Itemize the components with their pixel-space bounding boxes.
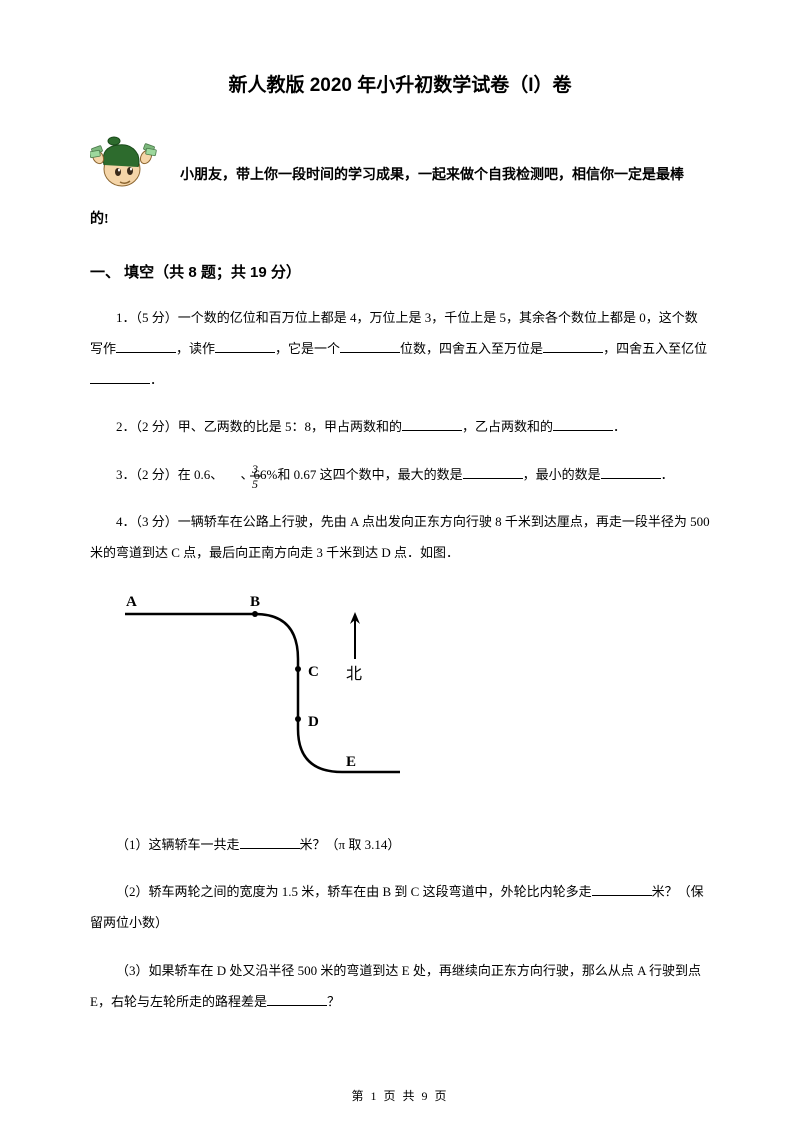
section-1-header: 一、 填空（共 8 题；共 19 分） bbox=[90, 261, 710, 282]
svg-text:C: C bbox=[308, 664, 319, 680]
path-diagram: A B C D E 北 bbox=[120, 584, 710, 809]
blank bbox=[402, 418, 462, 431]
svg-text:3: 3 bbox=[251, 462, 258, 476]
blank bbox=[340, 340, 400, 353]
q4-3-suffix: ？ bbox=[327, 994, 340, 1009]
intro-text-line1: 小朋友，带上你一段时间的学习成果，一起来做个自我检测吧，相信你一定是最棒 bbox=[180, 161, 684, 197]
blank bbox=[592, 883, 652, 896]
q1-text-2: ，读作 bbox=[176, 341, 215, 356]
svg-text:D: D bbox=[308, 714, 319, 730]
q4-1-prefix: （1）这辆轿车一共走 bbox=[116, 837, 240, 852]
page-title: 新人教版 2020 年小升初数学试卷（I）卷 bbox=[90, 70, 710, 97]
q3-text-2: 、66%和 0.67 这四个数中，最大的数是 bbox=[237, 467, 462, 482]
q2-text-1: 2．（2 分）甲、乙两数的比是 5：8，甲占两数和的 bbox=[116, 419, 402, 434]
blank bbox=[215, 340, 275, 353]
svg-text:北: 北 bbox=[346, 665, 362, 683]
question-1: 1．（5 分）一个数的亿位和百万位上都是 4，万位上是 3，千位上是 5，其余各… bbox=[90, 302, 710, 396]
blank bbox=[267, 993, 327, 1006]
svg-text:5: 5 bbox=[252, 477, 258, 490]
q2-text-3: ． bbox=[613, 419, 626, 434]
question-4-2: （2）轿车两轮之间的宽度为 1.5 米，轿车在由 B 到 C 这段弯道中，外轮比… bbox=[90, 876, 710, 938]
blank bbox=[240, 836, 300, 849]
question-4-3: （3）如果轿车在 D 处又沿半径 500 米的弯道到达 E 处，再继续向正东方向… bbox=[90, 955, 710, 1017]
q4-3-prefix: （3）如果轿车在 D 处又沿半径 500 米的弯道到达 E 处，再继续向正东方向… bbox=[90, 963, 701, 1009]
question-3: 3．（2 分）在 0.6、35 、66%和 0.67 这四个数中，最大的数是，最… bbox=[90, 459, 710, 490]
q3-text-1: 3．（2 分）在 0.6、 bbox=[116, 467, 223, 482]
question-4-1: （1）这辆轿车一共走 米？（π 取 3.14） bbox=[90, 829, 710, 860]
q1-text-6: ． bbox=[150, 372, 163, 387]
blank bbox=[116, 340, 176, 353]
svg-text:B: B bbox=[250, 594, 260, 610]
svg-text:E: E bbox=[346, 754, 356, 770]
mascot-icon bbox=[90, 127, 160, 197]
q1-text-3: ，它是一个 bbox=[275, 341, 340, 356]
svg-text:A: A bbox=[126, 594, 137, 610]
blank bbox=[90, 371, 150, 384]
q2-text-2: ，乙占两数和的 bbox=[462, 419, 553, 434]
blank bbox=[601, 466, 661, 479]
blank bbox=[463, 466, 523, 479]
blank bbox=[553, 418, 613, 431]
q3-text-4: ． bbox=[661, 467, 674, 482]
q1-text-4: 位数，四舍五入至万位是 bbox=[400, 341, 543, 356]
q4-2-prefix: （2）轿车两轮之间的宽度为 1.5 米，轿车在由 B 到 C 这段弯道中，外轮比… bbox=[116, 884, 592, 899]
question-2: 2．（2 分）甲、乙两数的比是 5：8，甲占两数和的 ，乙占两数和的 ． bbox=[90, 411, 710, 442]
intro-row: 小朋友，带上你一段时间的学习成果，一起来做个自我检测吧，相信你一定是最棒 bbox=[90, 127, 710, 197]
page-footer: 第 1 页 共 9 页 bbox=[0, 1087, 800, 1104]
intro-text-line2: 的! bbox=[90, 205, 710, 236]
question-4: 4．（3 分）一辆轿车在公路上行驶，先由 A 点出发向正东方向行驶 8 千米到达… bbox=[90, 506, 710, 568]
fraction-3-5: 35 bbox=[223, 462, 237, 490]
q3-text-3: ，最小的数是 bbox=[523, 467, 601, 482]
q1-text-5: ，四舍五入至亿位 bbox=[603, 341, 707, 356]
blank bbox=[543, 340, 603, 353]
q4-1-suffix: 米？（π 取 3.14） bbox=[300, 837, 401, 852]
